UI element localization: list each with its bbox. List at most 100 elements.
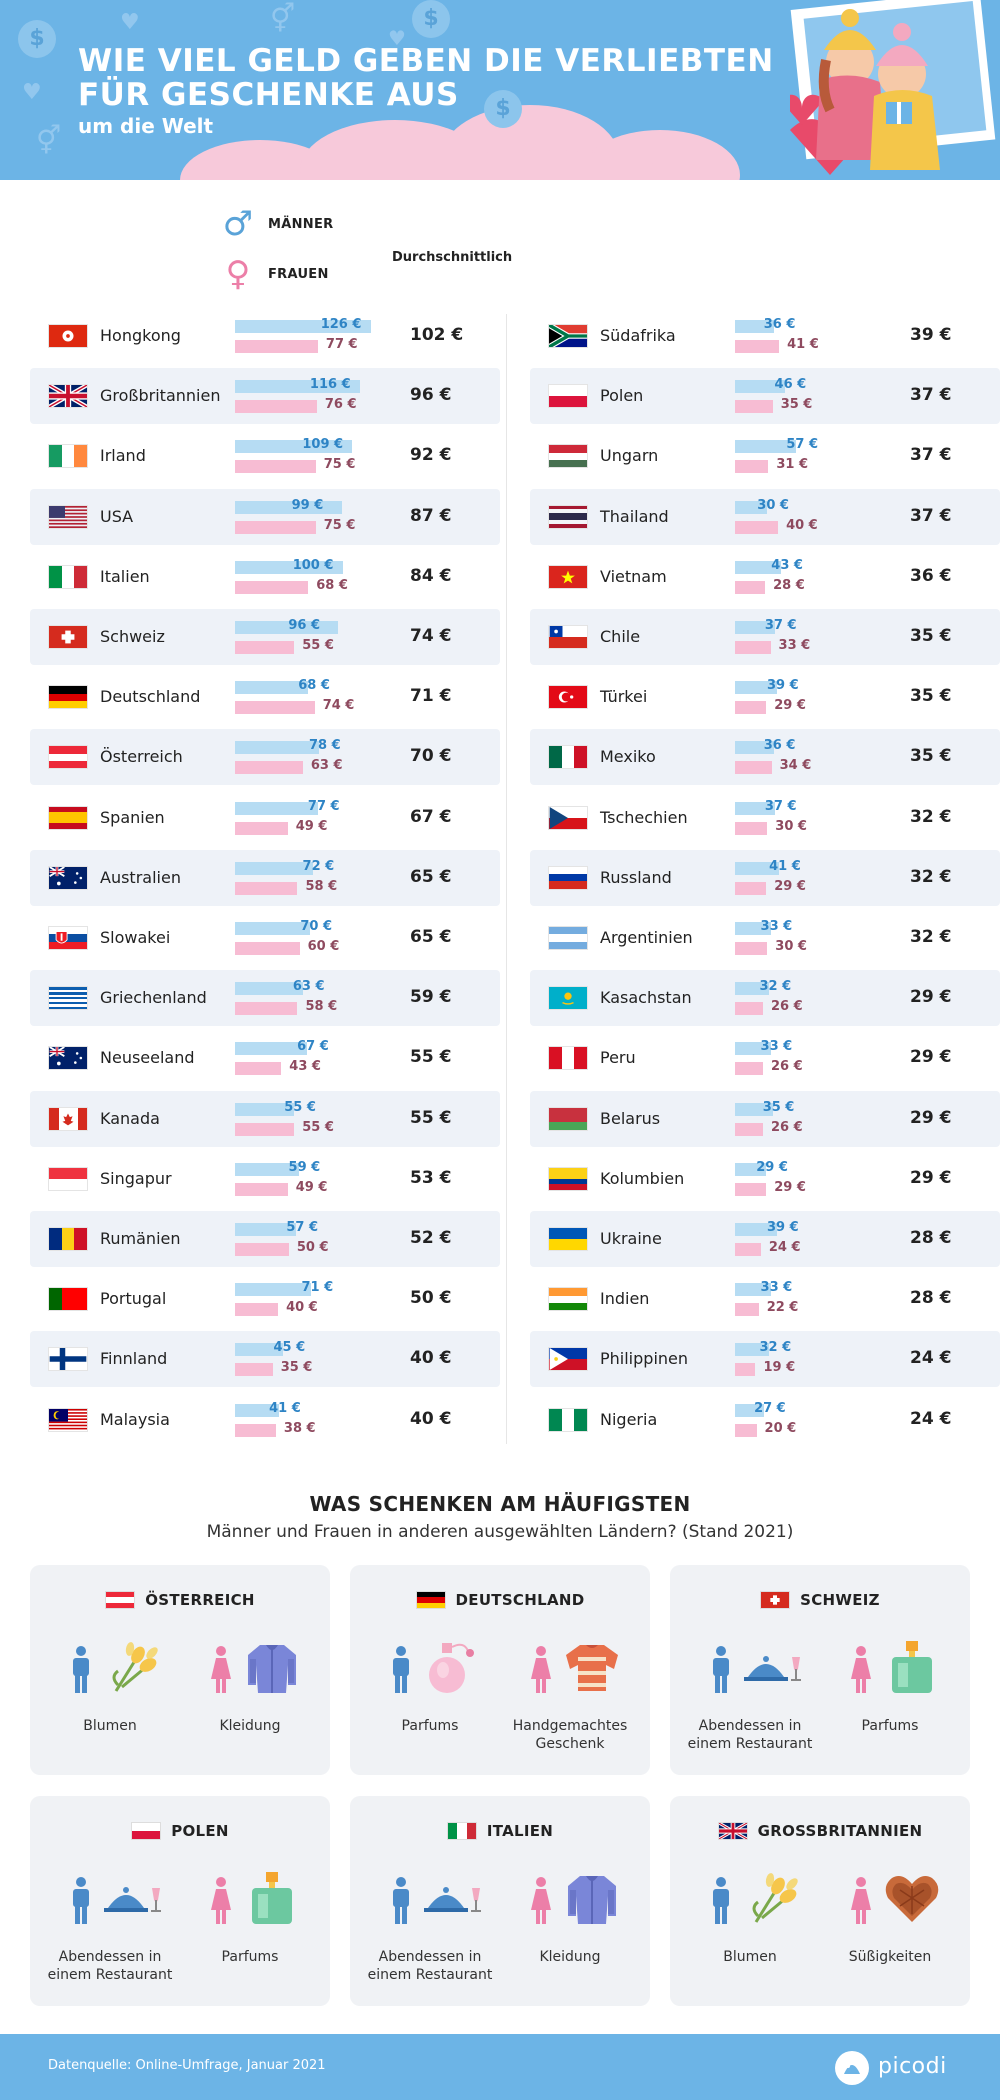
bar-women: [735, 460, 769, 474]
finland-flag-icon: [48, 1347, 88, 1372]
value-label-men: 72 €: [302, 858, 335, 874]
male-person-icon: [70, 1645, 92, 1695]
value-label-women: 34 €: [779, 758, 812, 774]
value-label-men: 100 €: [292, 557, 334, 573]
value-label-women: 43 €: [289, 1059, 321, 1075]
uk-flag-icon: [717, 1822, 748, 1840]
value-label-women: 58 €: [305, 878, 338, 894]
bar-men: [235, 1343, 284, 1357]
country-name: Hongkong: [100, 326, 181, 345]
title-line-1: WIE VIEL GELD GEBEN DIE VERLIEBTEN: [78, 43, 774, 79]
legend-women: ♀ FRAUEN: [220, 254, 329, 294]
country-name: Ukraine: [600, 1229, 662, 1248]
country-name: Nigeria: [600, 1409, 658, 1429]
country-name: Südafrika: [600, 326, 676, 345]
bar-women: [235, 1363, 273, 1377]
bar-women: [235, 520, 316, 534]
value-label-women: 26 €: [771, 999, 803, 1015]
bar-women: [235, 881, 298, 895]
country-name: Großbritannien: [100, 386, 221, 406]
average-value: 35 €: [910, 746, 952, 767]
average-value: 24 €: [910, 1408, 952, 1429]
bar-men: [735, 1042, 771, 1056]
bar-men: [235, 1403, 280, 1417]
bar-women: [235, 761, 303, 775]
country-name: Kanada: [100, 1108, 160, 1128]
value-label-women: 40 €: [786, 517, 818, 533]
table-row: Deutschland 68 € 74 € 71 €: [30, 669, 500, 725]
brand-logo: picodi: [832, 2048, 972, 2088]
average-value: 32 €: [910, 806, 952, 827]
gift-label-men: Parfums: [401, 1718, 459, 1734]
average-value: 102 €: [410, 325, 464, 345]
bar-women: [235, 641, 295, 654]
average-value: 40 €: [410, 1348, 452, 1369]
bar-men: [735, 982, 770, 996]
nigeria-flag-icon: [548, 1407, 588, 1432]
female-person-icon: [210, 1876, 232, 1926]
bar-men: [735, 560, 782, 574]
hungary-flag-icon: [548, 444, 588, 469]
value-label-men: 57 €: [786, 437, 819, 453]
value-label-women: 19 €: [763, 1360, 796, 1376]
value-label-men: 45 €: [273, 1340, 306, 1356]
average-value: 37 €: [910, 505, 952, 526]
gift-card-header: ITALIEN: [350, 1822, 650, 1840]
bar-women: [735, 821, 768, 835]
country-name: Peru: [600, 1048, 636, 1068]
value-label-men: 46 €: [774, 377, 807, 393]
country-name: Singapur: [100, 1168, 172, 1188]
page-title: WIE VIEL GELD GEBEN DIE VERLIEBTEN FÜR G…: [78, 44, 798, 112]
italy-flag-icon: [446, 1822, 477, 1840]
table-row: Peru 33 € 26 € 29 €: [530, 1030, 1000, 1086]
country-name: Finnland: [100, 1349, 168, 1369]
mexico-flag-icon: [548, 745, 588, 770]
gift-label-men: Blumen: [83, 1718, 137, 1734]
value-label-men: 70 €: [300, 919, 333, 934]
thailand-flag-icon: [548, 504, 588, 529]
country-name: Malaysia: [100, 1409, 170, 1429]
value-label-men: 55 €: [284, 1099, 316, 1115]
female-symbol-icon: ♀: [225, 254, 251, 294]
newzealand-flag-icon: [48, 1046, 88, 1071]
value-label-women: 76 €: [324, 397, 357, 413]
gift-label-men: Blumen: [723, 1949, 777, 1965]
value-label-women: 24 €: [768, 1240, 801, 1255]
value-label-women: 58 €: [305, 999, 338, 1015]
value-label-men: 77 €: [307, 798, 340, 814]
bar-men: [235, 1162, 299, 1176]
bar-women: [235, 942, 300, 955]
bar-men: [235, 440, 353, 454]
country-name: Slowakei: [100, 928, 171, 947]
switzerland-flag-icon: [48, 625, 88, 649]
value-label-women: 30 €: [775, 818, 807, 834]
bar-women: [735, 1423, 757, 1437]
value-label-women: 68 €: [316, 577, 348, 593]
country-name: Philippinen: [600, 1349, 689, 1369]
vietnam-flag-icon: [548, 564, 588, 589]
bar-men: [735, 1223, 777, 1236]
value-label-men: 33 €: [760, 1280, 793, 1296]
bar-men: [735, 681, 777, 695]
table-row: Australien 72 € 58 € 65 €: [30, 849, 500, 906]
bar-men: [235, 320, 371, 333]
gift-card-country: ITALIEN: [486, 1822, 554, 1840]
bar-women: [235, 460, 316, 474]
gift-card-header: DEUTSCHLAND: [350, 1591, 650, 1609]
table-row: Nigeria 27 € 20 € 24 €: [530, 1392, 1000, 1448]
russia-flag-icon: [548, 865, 588, 890]
column-divider: [506, 314, 507, 1444]
brand-logo-text: picodi: [878, 2054, 947, 2079]
female-person-icon: [850, 1645, 872, 1695]
switzerland-flag-icon: [760, 1591, 791, 1609]
country-name: Belarus: [600, 1108, 661, 1128]
value-label-women: 20 €: [764, 1420, 797, 1436]
table-row: Belarus 35 € 26 € 29 €: [530, 1090, 1000, 1147]
bar-men: [235, 741, 319, 755]
country-name: Kasachstan: [600, 988, 692, 1008]
table-row: Türkei 39 € 29 € 35 €: [530, 669, 1000, 725]
bar-men: [235, 801, 318, 815]
bar-women: [235, 580, 309, 594]
philippines-flag-icon: [548, 1347, 588, 1372]
bar-men: [735, 801, 775, 815]
